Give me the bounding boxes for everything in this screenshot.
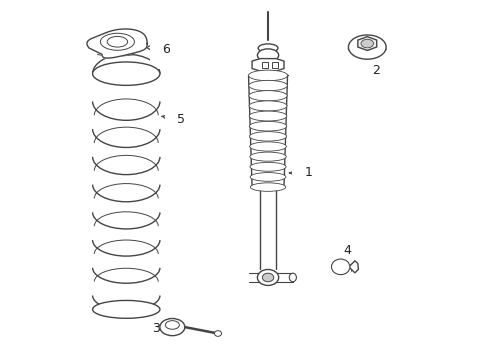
Ellipse shape	[361, 39, 373, 48]
Ellipse shape	[215, 331, 221, 336]
Ellipse shape	[250, 162, 286, 171]
Ellipse shape	[249, 121, 287, 131]
Ellipse shape	[249, 80, 287, 91]
Ellipse shape	[262, 273, 274, 282]
Bar	[262, 62, 268, 68]
Ellipse shape	[250, 172, 286, 181]
Ellipse shape	[289, 273, 296, 282]
Ellipse shape	[93, 62, 160, 85]
Ellipse shape	[249, 101, 287, 111]
Ellipse shape	[100, 33, 134, 50]
Text: 6: 6	[147, 43, 170, 56]
Ellipse shape	[249, 91, 287, 101]
Polygon shape	[87, 29, 147, 58]
Ellipse shape	[93, 301, 160, 318]
Polygon shape	[358, 37, 377, 50]
Bar	[271, 62, 278, 68]
Ellipse shape	[334, 261, 347, 272]
Polygon shape	[349, 261, 358, 273]
Ellipse shape	[249, 132, 287, 141]
Ellipse shape	[160, 319, 185, 336]
Ellipse shape	[250, 152, 286, 161]
Ellipse shape	[348, 35, 386, 59]
Ellipse shape	[250, 142, 287, 151]
Ellipse shape	[165, 321, 179, 329]
Ellipse shape	[248, 70, 288, 81]
Ellipse shape	[257, 49, 279, 62]
Ellipse shape	[258, 44, 278, 53]
Ellipse shape	[331, 259, 350, 275]
Ellipse shape	[257, 270, 279, 285]
Ellipse shape	[250, 183, 286, 192]
Ellipse shape	[249, 111, 287, 121]
Text: 1: 1	[290, 166, 313, 179]
Text: 4: 4	[343, 244, 352, 258]
Ellipse shape	[337, 264, 344, 270]
Text: 3: 3	[152, 322, 175, 336]
Ellipse shape	[107, 36, 127, 47]
Text: 5: 5	[162, 113, 185, 126]
Text: 2: 2	[370, 63, 380, 77]
Polygon shape	[252, 59, 284, 71]
